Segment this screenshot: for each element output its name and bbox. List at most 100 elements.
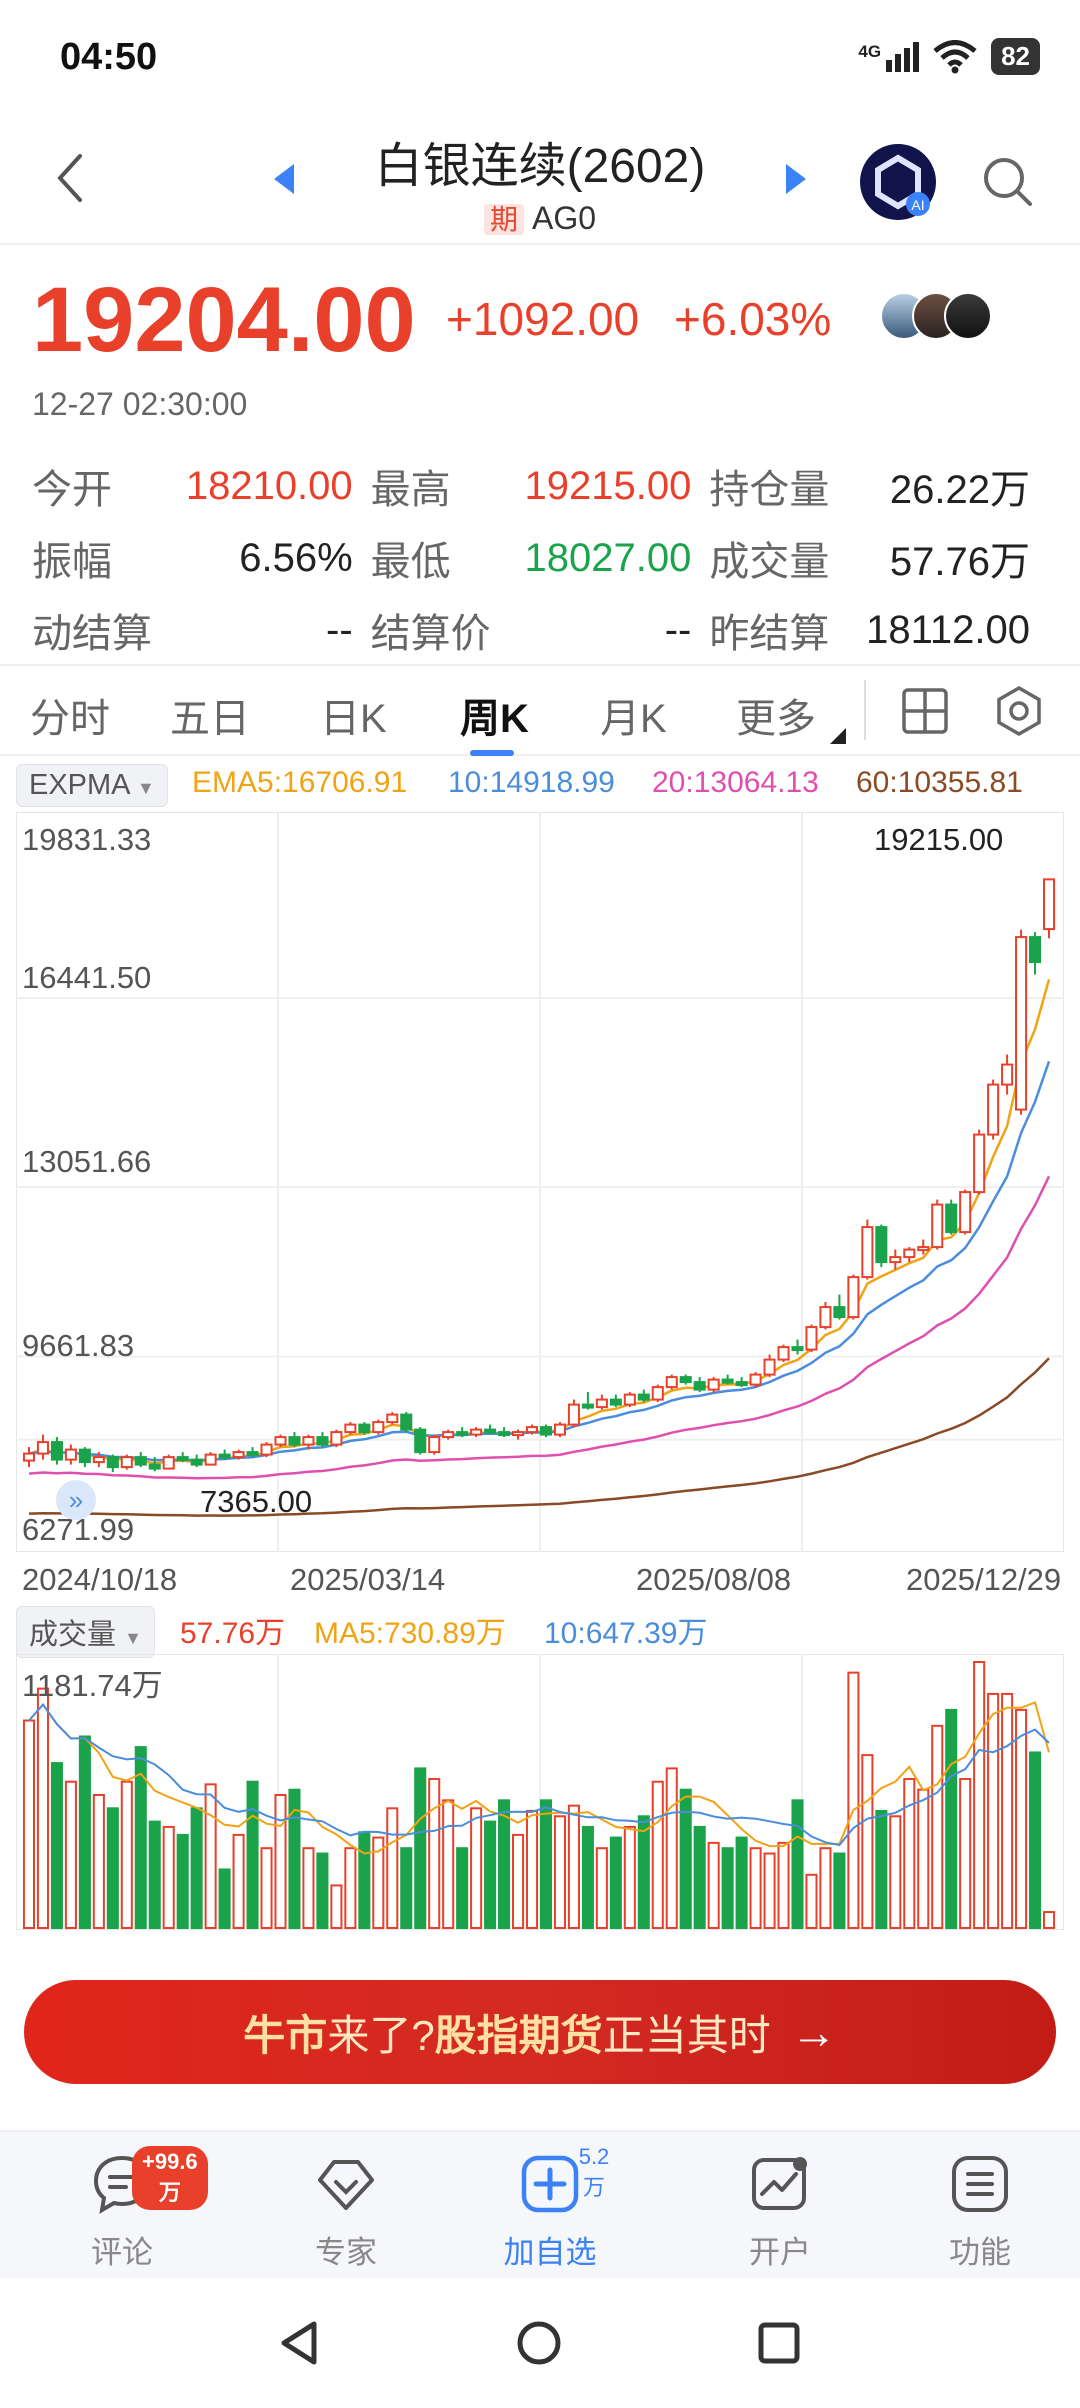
chevron-down-icon: ▼ bbox=[124, 1628, 142, 1648]
volume-bar bbox=[92, 1794, 105, 1929]
candle-body bbox=[470, 1428, 483, 1436]
stat-cell: 持仓量 26.22万 bbox=[709, 457, 1048, 515]
settings-icon[interactable] bbox=[992, 684, 1046, 738]
candle-body bbox=[1042, 878, 1056, 931]
y-tick-label: 9661.83 bbox=[22, 1328, 135, 1363]
ai-assistant-icon[interactable]: AI bbox=[860, 144, 936, 220]
volume-bar bbox=[819, 1847, 832, 1929]
volume-bar bbox=[973, 1661, 986, 1929]
volume-bar bbox=[735, 1836, 748, 1929]
indicator-select[interactable]: EXPMA ▼ bbox=[16, 764, 168, 807]
volume-indicator-select[interactable]: 成交量 ▼ bbox=[16, 1606, 155, 1658]
candle-body bbox=[428, 1436, 441, 1454]
stat-value: 18112.00 bbox=[866, 607, 1031, 652]
banner-text-index-futures: 股指期货 bbox=[434, 2011, 603, 2059]
volume-bar bbox=[386, 1807, 399, 1929]
system-recents-icon[interactable] bbox=[756, 2320, 802, 2366]
candle-body bbox=[651, 1386, 664, 1401]
candle-body bbox=[987, 1083, 1000, 1136]
x-tick-label: 2025/03/14 bbox=[290, 1562, 446, 1597]
candle-body bbox=[190, 1458, 203, 1466]
volume-bar bbox=[512, 1833, 525, 1929]
volume-bar bbox=[749, 1847, 762, 1929]
tab-intraday[interactable]: 分时 bbox=[30, 697, 110, 741]
banner-text-bull: 牛市 bbox=[243, 2011, 328, 2059]
nav-comments[interactable]: 评论 +99.6万 bbox=[52, 2146, 208, 2272]
comments-badge: +99.6万 bbox=[132, 2146, 208, 2210]
volume-bar bbox=[414, 1767, 427, 1930]
y-tick-label: 13051.66 bbox=[22, 1144, 152, 1179]
candle-body bbox=[595, 1398, 608, 1409]
volume-bar bbox=[875, 1809, 888, 1930]
tab-daily-k[interactable]: 日K bbox=[320, 697, 387, 741]
volume-bar bbox=[400, 1847, 413, 1929]
volume-chart[interactable]: 1181.74万 bbox=[15, 1653, 1065, 1931]
ema10-value: 10:14918.99 bbox=[448, 766, 615, 799]
stat-label: 振幅 bbox=[32, 540, 112, 584]
quote-stats: 今开 18210.00 最高 19215.00 持仓量 26.22万 振幅 6.56% 最低 18… bbox=[32, 450, 1048, 666]
volume-bar bbox=[484, 1820, 497, 1930]
volume-ma5: MA5:730.89万 bbox=[314, 1617, 506, 1650]
stat-value: -- bbox=[664, 607, 692, 652]
candlestick-chart[interactable]: 19831.33 16441.50 13051.66 9661.83 6271.… bbox=[15, 811, 1065, 1553]
user-avatars[interactable] bbox=[880, 292, 992, 342]
candle-body bbox=[917, 1246, 930, 1252]
candle-body bbox=[623, 1393, 636, 1406]
stat-cell: 今开 18210.00 bbox=[32, 457, 371, 515]
back-icon[interactable] bbox=[50, 148, 90, 208]
volume-bar bbox=[120, 1780, 133, 1929]
stat-value: -- bbox=[326, 607, 353, 652]
y-tick-label: 16441.50 bbox=[22, 960, 152, 995]
contract-subtitle: 期 AG0 bbox=[0, 198, 1080, 238]
candle-body bbox=[553, 1423, 566, 1436]
x-tick-label: 2024/10/18 bbox=[22, 1562, 178, 1597]
expert-icon bbox=[318, 2160, 374, 2210]
contract-code: AG0 bbox=[531, 200, 597, 236]
stat-row: 动结算 -- 结算价 -- 昨结算 18112.00 bbox=[32, 594, 1048, 666]
nav-functions[interactable]: 功能 bbox=[910, 2152, 1050, 2272]
ema60-value: 60:10355.81 bbox=[856, 766, 1023, 799]
ema20-value: 20:13064.13 bbox=[652, 766, 819, 799]
volume-bar bbox=[148, 1820, 161, 1930]
tab-monthly-k[interactable]: 月K bbox=[600, 697, 667, 741]
volume-bar bbox=[539, 1799, 553, 1930]
tab-weekly-k[interactable]: 周K bbox=[460, 697, 529, 741]
nav-open-account[interactable]: 开户 bbox=[710, 2152, 850, 2272]
prev-contract-icon[interactable] bbox=[270, 162, 300, 196]
volume-bar bbox=[707, 1841, 720, 1930]
tab-more[interactable]: 更多 bbox=[736, 697, 816, 741]
volume-bar bbox=[302, 1847, 315, 1929]
system-home-icon[interactable] bbox=[514, 2318, 564, 2368]
y-tick-label: 19831.33 bbox=[22, 822, 152, 857]
volume-bar bbox=[805, 1873, 818, 1930]
expand-arrows-icon[interactable]: » bbox=[56, 1480, 96, 1520]
volume-bar bbox=[595, 1847, 608, 1929]
volume-bar bbox=[553, 1815, 566, 1929]
layout-grid-icon[interactable] bbox=[900, 686, 950, 736]
nav-experts[interactable]: 专家 bbox=[276, 2152, 416, 2272]
next-contract-icon[interactable] bbox=[780, 162, 810, 196]
stat-value: 18210.00 bbox=[185, 463, 353, 508]
candle-body bbox=[1001, 1063, 1014, 1086]
candle-body bbox=[120, 1456, 133, 1469]
volume-bar bbox=[134, 1746, 147, 1930]
stat-value: 18027.00 bbox=[524, 535, 692, 580]
volume-bar bbox=[456, 1847, 469, 1929]
battery-icon: 82 bbox=[991, 38, 1040, 75]
volume-svg bbox=[15, 1653, 1065, 1931]
volume-bar bbox=[987, 1692, 1000, 1929]
stat-value: 19215.00 bbox=[524, 463, 692, 508]
x-tick-label: 2025/08/08 bbox=[636, 1562, 792, 1597]
candle-body bbox=[819, 1306, 832, 1329]
system-back-icon[interactable] bbox=[276, 2318, 322, 2368]
nav-add-watchlist[interactable]: 加自选 5.2万 bbox=[480, 2144, 620, 2272]
volume-ma5-line bbox=[28, 1701, 1050, 1855]
volume-bar bbox=[861, 1754, 874, 1929]
promo-banner[interactable]: 牛市 来了? 股指期货 正当其时 → bbox=[24, 1980, 1056, 2084]
low-annotation: 7365.00 bbox=[200, 1484, 313, 1519]
volume-bar bbox=[791, 1799, 804, 1930]
stat-cell: 最低 18027.00 bbox=[371, 529, 710, 587]
tab-five-day[interactable]: 五日 bbox=[170, 697, 250, 741]
search-icon[interactable] bbox=[980, 154, 1036, 210]
volume-select-label: 成交量 bbox=[29, 1619, 117, 1651]
